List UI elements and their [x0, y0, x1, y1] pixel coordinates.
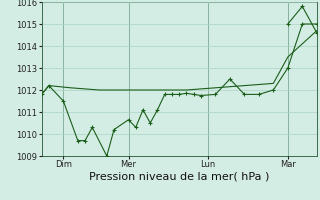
X-axis label: Pression niveau de la mer( hPa ): Pression niveau de la mer( hPa ): [89, 172, 269, 182]
